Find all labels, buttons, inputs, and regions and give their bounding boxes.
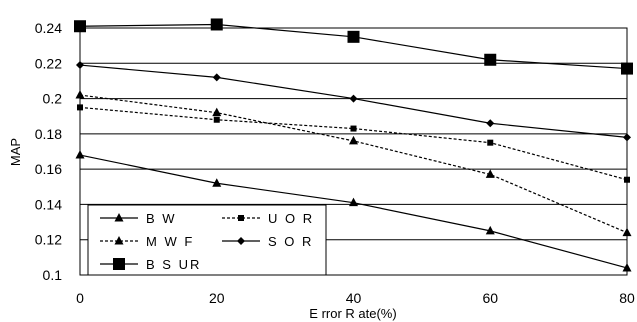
data-point-bw xyxy=(622,262,632,272)
data-point-sor xyxy=(212,73,221,82)
data-point-bw xyxy=(75,150,85,159)
series-line-uor xyxy=(79,106,628,181)
y-tick-label: 0.1 xyxy=(43,267,63,283)
legend-marker-bw xyxy=(114,213,124,222)
data-point-mwf xyxy=(75,90,85,99)
data-point-bsur xyxy=(210,18,223,31)
data-point-bw xyxy=(485,225,495,235)
data-point-mwf xyxy=(212,107,222,117)
x-tick-label: 60 xyxy=(482,290,498,306)
y-tick-label: 0.24 xyxy=(35,20,62,36)
legend-marker-sor xyxy=(237,237,245,245)
series-uor xyxy=(77,104,630,183)
legend-marker-uor xyxy=(238,215,244,221)
legend-label-bsur: B S UR xyxy=(146,257,201,272)
data-point-uor xyxy=(213,116,220,123)
legend: B W U O R M W F S O R B S UR xyxy=(87,204,327,276)
x-tick-label: 20 xyxy=(209,290,225,306)
data-point-uor xyxy=(350,125,357,132)
legend-label-mwf: M W F xyxy=(146,234,194,249)
data-point-bsur xyxy=(484,53,497,66)
data-point-uor xyxy=(487,139,494,146)
legend-label-sor: S O R xyxy=(268,234,313,249)
data-point-mwf xyxy=(349,135,358,145)
y-tick-label: 0.2 xyxy=(43,91,63,107)
y-axis-title: MAP xyxy=(8,138,23,166)
data-point-uor xyxy=(77,104,83,111)
legend-label-uor: U O R xyxy=(268,211,314,226)
data-point-mwf xyxy=(485,169,495,178)
y-tick-label: 0.14 xyxy=(35,196,62,212)
data-point-bsur xyxy=(74,20,86,33)
legend-marker-mwf xyxy=(114,236,124,245)
data-point-sor xyxy=(76,61,84,70)
x-tick-label: 40 xyxy=(346,290,362,306)
y-tick-label: 0.16 xyxy=(35,161,62,177)
series-bw xyxy=(75,150,632,272)
data-point-bw xyxy=(349,197,358,207)
series-mwf xyxy=(75,90,632,237)
x-axis-title: E rror R ate(%) xyxy=(309,306,396,321)
data-point-uor xyxy=(624,176,630,183)
data-point-bsur xyxy=(621,62,633,75)
data-series xyxy=(74,18,633,272)
data-point-mwf xyxy=(622,227,632,237)
legend-marker-bsur xyxy=(113,258,125,270)
data-point-bsur xyxy=(347,30,360,43)
tick-labels: 0.1 0.12 0.14 0.16 0.18 0.2 0.22 0.24 0 20 40 60 80 xyxy=(35,20,635,306)
y-tick-label: 0.12 xyxy=(35,232,62,248)
x-tick-label: 0 xyxy=(76,290,84,306)
data-point-bw xyxy=(212,178,222,187)
y-tick-label: 0.18 xyxy=(35,126,62,142)
x-tick-label: 80 xyxy=(619,290,635,306)
legend-box xyxy=(87,204,327,276)
series-sor xyxy=(76,61,631,142)
data-point-sor xyxy=(486,119,495,128)
legend-label-bw: B W xyxy=(146,211,177,226)
data-point-sor xyxy=(623,133,631,142)
y-tick-label: 0.22 xyxy=(35,55,62,71)
data-point-sor xyxy=(349,94,358,103)
series-bsur xyxy=(74,18,633,75)
